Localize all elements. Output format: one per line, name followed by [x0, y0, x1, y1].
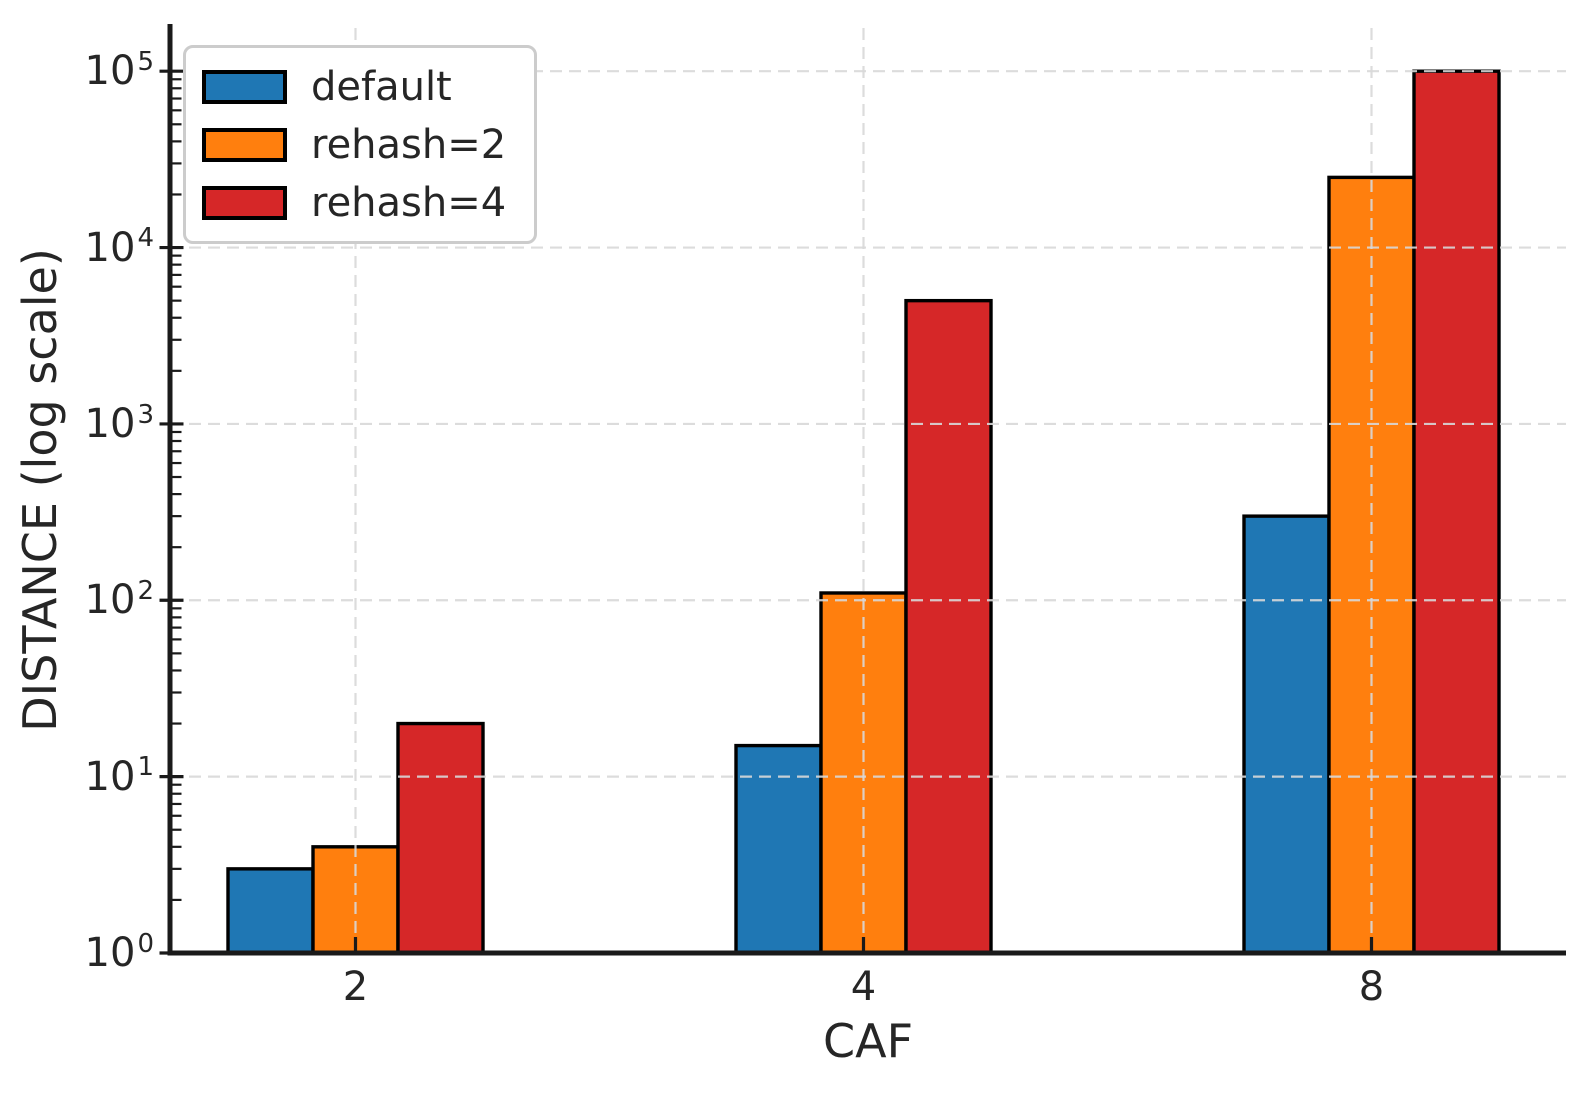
- bar-rehash-4-caf-4: [904, 298, 993, 955]
- legend-swatch-default-icon: [202, 69, 287, 104]
- legend-label-rehash-4: rehash=4: [311, 179, 507, 226]
- y-tick-label-10e2: 102: [84, 575, 154, 624]
- bar-default-caf-2: [226, 867, 315, 955]
- bar-rehash-4-caf-2: [396, 721, 485, 955]
- legend-label-rehash-2: rehash=2: [311, 121, 507, 168]
- y-tick-label-10e5: 105: [84, 46, 154, 95]
- y-tick-label-10e1: 101: [84, 752, 154, 800]
- legend: default rehash=2 rehash=4: [183, 45, 538, 244]
- bar-rehash-4-caf-8: [1412, 69, 1501, 955]
- x-tick-label-caf-4: 4: [850, 964, 877, 1010]
- legend-swatch-rehash-4-icon: [202, 185, 287, 220]
- bar-default-caf-8: [1242, 514, 1331, 955]
- legend-item-default: default: [202, 63, 506, 110]
- y-axis-label: DISTANCE (log scale): [13, 248, 67, 732]
- legend-item-rehash-4: rehash=4: [202, 179, 506, 226]
- bar-rehash-2-caf-8: [1327, 175, 1416, 955]
- x-tick-label-caf-8: 8: [1358, 964, 1385, 1010]
- y-tick-label-10e3: 103: [84, 399, 154, 447]
- y-tick-label-10e0: 100: [84, 928, 154, 976]
- x-axis-label: CAF: [822, 1014, 914, 1068]
- legend-swatch-rehash-2-icon: [202, 127, 287, 162]
- legend-label-default: default: [311, 63, 452, 110]
- legend-item-rehash-2: rehash=2: [202, 121, 506, 168]
- y-tick-label-10e4: 104: [84, 223, 154, 271]
- x-tick-label-caf-2: 2: [342, 964, 369, 1010]
